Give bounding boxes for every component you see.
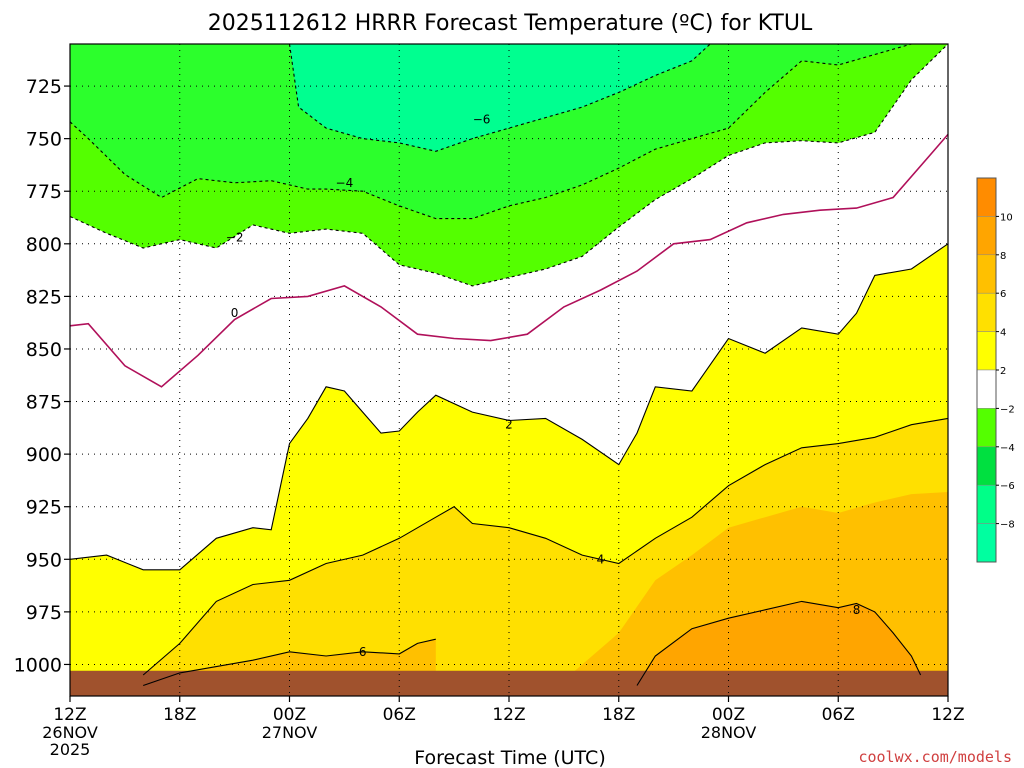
fill-band-m8-m6 <box>289 44 711 152</box>
contour-line <box>636 600 922 686</box>
contour-line <box>69 43 949 287</box>
y-tick-label: 950 <box>26 549 62 571</box>
x-tick-label: 12Z <box>931 705 964 725</box>
x-tick-date-label: 28NOV <box>701 723 757 742</box>
x-tick-label: 06Z <box>383 705 416 725</box>
legend-swatch <box>976 254 997 294</box>
fill-band-m6-m4 <box>70 44 948 219</box>
legend-swatch <box>976 177 997 217</box>
legend-swatch <box>976 446 997 486</box>
legend-label: 8 <box>1000 251 1006 262</box>
contour-line <box>143 638 436 687</box>
legend-label: −6 <box>1000 481 1015 492</box>
y-tick-label: 975 <box>26 602 62 624</box>
credit-text: coolwx.com/models <box>858 748 1012 766</box>
x-tick-label: 12Z <box>53 705 86 725</box>
gridlines <box>70 44 948 696</box>
contour-label: 0 <box>231 306 239 320</box>
legend-swatch <box>976 484 997 524</box>
y-tick-label: 800 <box>26 234 62 256</box>
legend-label: −8 <box>1000 520 1015 531</box>
legend-label: 2 <box>1000 366 1006 377</box>
x-axis-label: Forecast Time (UTC) <box>414 747 605 768</box>
y-tick-label: 775 <box>26 181 62 203</box>
contour-line <box>69 243 949 571</box>
y-tick-label: 850 <box>26 339 62 361</box>
contour-label: 8 <box>853 603 861 617</box>
chart-title: 2025112612 HRRR Forecast Temperature (ºC… <box>208 11 813 36</box>
contour-label: −4 <box>336 176 354 190</box>
fill-band-8-10 <box>637 601 921 686</box>
contour-line <box>69 43 912 220</box>
x-tick-label: 18Z <box>163 705 196 725</box>
axes: 725 750 775 800 825 850 875 900 925 950 975 1000 12Z… <box>14 43 965 759</box>
legend-swatch <box>976 331 997 371</box>
legend-swatch <box>976 292 997 332</box>
legend-swatch <box>976 369 997 409</box>
legend-label: 10 <box>1000 212 1013 223</box>
legend-label: 4 <box>1000 328 1006 339</box>
temperature-fills <box>70 44 948 697</box>
legend-label: 6 <box>1000 289 1006 300</box>
contour-line <box>142 417 949 676</box>
contour-lines <box>69 43 949 687</box>
y-tick-label: 875 <box>26 392 62 414</box>
contour-label: 4 <box>597 552 605 566</box>
legend-swatch <box>976 523 997 563</box>
contour-labels: −6 −4 −2 0 2 4 6 8 <box>226 113 861 659</box>
x-tick-label: 12Z <box>492 705 525 725</box>
y-tick-label: 750 <box>26 129 62 151</box>
y-tick-label: 1000 <box>14 654 62 676</box>
legend-label: −2 <box>1000 404 1015 415</box>
contour-line <box>288 43 711 152</box>
legend-swatch <box>976 216 997 256</box>
x-tick-label: 06Z <box>822 705 855 725</box>
y-tick-label: 725 <box>26 76 62 98</box>
x-tick-label: 00Z <box>273 705 306 725</box>
x-tick-date-label: 27NOV <box>262 723 318 742</box>
color-legend: 10 8 6 4 2 −2 −4 −6 −8 <box>976 177 1015 563</box>
contour-line <box>69 133 949 388</box>
x-tick-year-label: 2025 <box>50 740 91 759</box>
y-tick-label: 925 <box>26 497 62 519</box>
legend-swatch <box>976 408 997 448</box>
y-tick-label: 825 <box>26 286 62 308</box>
contour-label: 2 <box>505 418 513 432</box>
y-tick-label: 900 <box>26 444 62 466</box>
contour-label: 6 <box>359 645 367 659</box>
legend-label: −4 <box>1000 443 1015 454</box>
contour-label: −2 <box>226 230 244 244</box>
x-tick-date-label: 26NOV <box>42 723 98 742</box>
x-tick-label: 00Z <box>712 705 745 725</box>
contour-label: −6 <box>473 113 491 127</box>
x-tick-label: 18Z <box>602 705 635 725</box>
